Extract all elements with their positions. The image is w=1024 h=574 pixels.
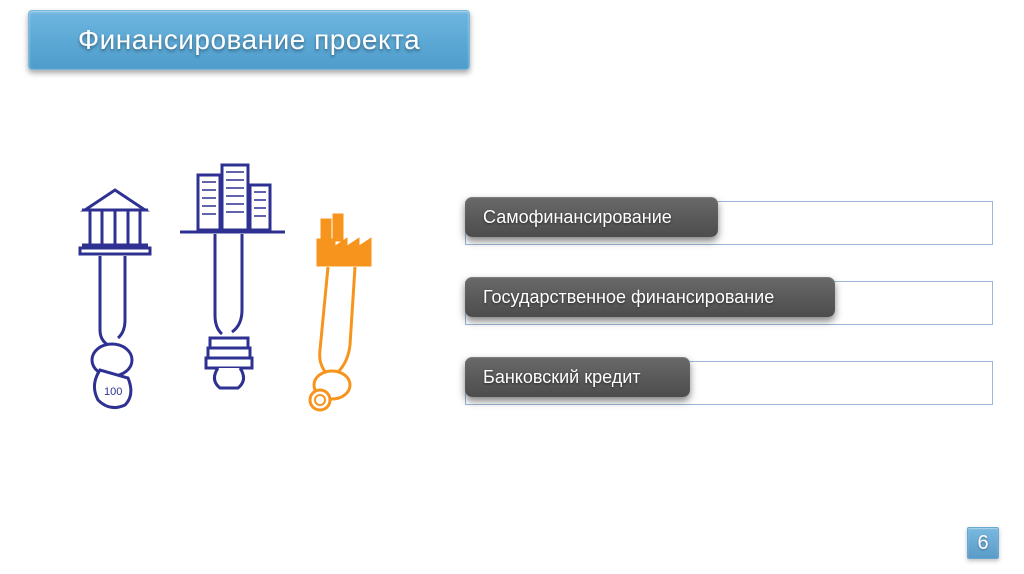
list-item: Банковский кредит: [465, 357, 995, 407]
list-item-pill: Банковский кредит: [465, 357, 690, 397]
svg-text:100: 100: [104, 386, 122, 398]
funding-illustration: 100: [70, 160, 400, 440]
page-number-text: 6: [977, 532, 988, 555]
list-item-pill: Самофинансирование: [465, 197, 718, 237]
slide-title: Финансирование проекта: [78, 24, 420, 56]
funding-list: Самофинансирование Государственное финан…: [465, 197, 995, 437]
slide-title-box: Финансирование проекта: [28, 10, 470, 70]
page-number: 6: [967, 527, 999, 559]
list-item-label: Банковский кредит: [483, 367, 641, 388]
list-item: Государственное финансирование: [465, 277, 995, 327]
list-item-label: Самофинансирование: [483, 207, 672, 228]
list-item-pill: Государственное финансирование: [465, 277, 835, 317]
list-item: Самофинансирование: [465, 197, 995, 247]
list-item-label: Государственное финансирование: [483, 287, 774, 308]
